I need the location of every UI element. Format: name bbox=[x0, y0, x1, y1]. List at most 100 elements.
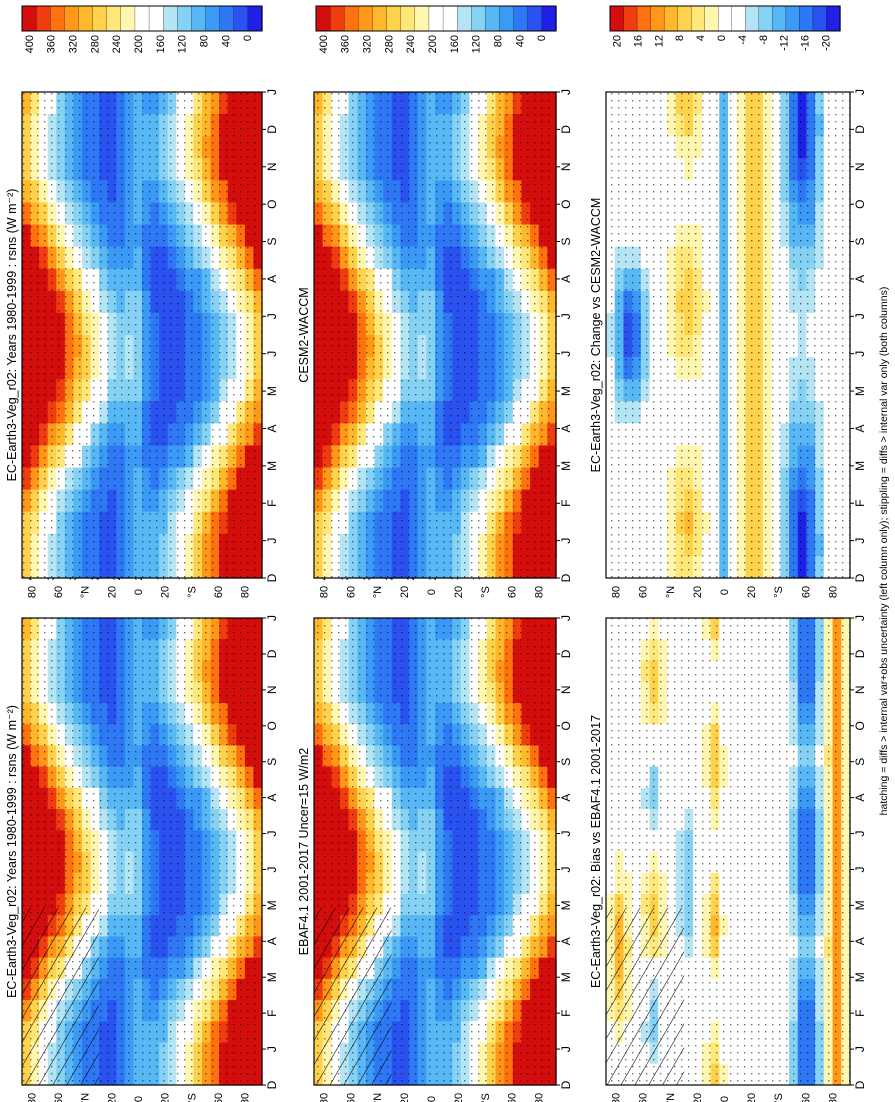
x-tick-label: A bbox=[853, 937, 867, 945]
y-tick-label: 80 bbox=[26, 586, 38, 598]
colorbar-label: 8 bbox=[674, 35, 686, 41]
colorbar-swatch bbox=[731, 5, 746, 32]
colorbar-swatch bbox=[358, 5, 374, 32]
colorbar-label: 320 bbox=[362, 35, 374, 53]
x-tick-label: J bbox=[265, 313, 279, 319]
colorbar-label: 40 bbox=[514, 35, 526, 47]
x-tick-label: A bbox=[559, 275, 573, 283]
colorbar-swatch bbox=[205, 5, 221, 32]
x-tick-label: J bbox=[559, 615, 573, 621]
colorbar-swatch bbox=[163, 5, 178, 32]
y-tick-label: 20 bbox=[399, 586, 411, 598]
colorbar-swatch bbox=[745, 5, 760, 32]
y-tick-label: 60 bbox=[345, 586, 357, 598]
colorbar-swatch bbox=[650, 5, 665, 32]
panel-title: EBAF4.1 2001-2017 Uncer=15 W/m2 bbox=[297, 748, 311, 955]
x-tick-label: J bbox=[853, 615, 867, 621]
x-tick-label: F bbox=[265, 500, 279, 507]
y-tick-label: 20 bbox=[106, 1093, 118, 1102]
colorbar-swatch bbox=[106, 5, 122, 32]
plot-frame bbox=[313, 91, 557, 579]
x-tick-label: J bbox=[559, 831, 573, 837]
x-tick-label: S bbox=[559, 238, 573, 246]
x-tick-label: S bbox=[265, 758, 279, 766]
y-tick-label: 0 bbox=[133, 1096, 145, 1102]
y-tick-label: 80 bbox=[611, 1093, 623, 1102]
stippling bbox=[22, 92, 262, 578]
x-tick-label: J bbox=[559, 313, 573, 319]
x-tick-label: O bbox=[559, 199, 573, 208]
y-tick-label: 20 bbox=[399, 1093, 411, 1102]
y-tick-label: 60 bbox=[507, 1093, 519, 1102]
colorbar-swatch bbox=[799, 5, 814, 32]
x-tick-label: A bbox=[265, 937, 279, 945]
y-tick-label: °S bbox=[773, 1093, 785, 1102]
x-tick-label: F bbox=[265, 1009, 279, 1016]
y-tick-label: 20 bbox=[160, 1093, 172, 1102]
colorbar-swatch bbox=[513, 5, 529, 32]
colorbar-label: 120 bbox=[471, 35, 483, 53]
y-tick-label: 20 bbox=[453, 586, 465, 598]
colorbar-swatch bbox=[485, 5, 501, 32]
colorbar-swatch bbox=[177, 5, 193, 32]
panel-title: EC-Earth3-Veg_r02: Years 1980-1999 : rsn… bbox=[5, 705, 19, 998]
plot-frame bbox=[313, 617, 557, 1086]
colorbar-swatch bbox=[636, 5, 652, 32]
y-tick-label: 80 bbox=[318, 586, 330, 598]
colorbar-swatch bbox=[148, 5, 164, 32]
colorbar-swatch bbox=[471, 5, 487, 32]
colorbar-swatch bbox=[329, 5, 345, 32]
y-tick-label: 60 bbox=[213, 586, 225, 598]
y-tick-label: °N bbox=[372, 586, 384, 598]
colorbar-swatch bbox=[691, 5, 706, 32]
x-tick-label: J bbox=[265, 615, 279, 621]
y-tick-label: °S bbox=[480, 1093, 492, 1102]
x-tick-label: J bbox=[853, 89, 867, 95]
panel-title: EC-Earth3-Veg_r02: Years 1980-1999 : rsn… bbox=[5, 189, 19, 482]
x-tick-label: M bbox=[265, 461, 279, 471]
x-tick-label: M bbox=[559, 386, 573, 396]
hatching bbox=[314, 907, 392, 1085]
colorbar-swatch bbox=[92, 5, 108, 32]
x-tick-label: A bbox=[559, 794, 573, 802]
x-tick-label: M bbox=[265, 972, 279, 982]
y-tick-label: 0 bbox=[719, 589, 731, 595]
x-tick-label: O bbox=[265, 721, 279, 730]
y-tick-label: 80 bbox=[827, 1093, 839, 1102]
x-tick-label: O bbox=[559, 721, 573, 730]
colorbar-label: 20 bbox=[611, 35, 623, 47]
x-tick-label: F bbox=[559, 500, 573, 507]
colorbar: 20 16 12 8 4 0 -4 -8 -12 -16 -20 bbox=[609, 5, 841, 51]
x-tick-label: O bbox=[853, 199, 867, 208]
x-tick-label: A bbox=[853, 275, 867, 283]
colorbar-swatch bbox=[35, 5, 51, 32]
colorbar-label: 400 bbox=[318, 35, 330, 53]
colorbar-label: 240 bbox=[405, 35, 417, 53]
hatching bbox=[606, 907, 685, 1085]
x-tick-label: D bbox=[853, 649, 867, 658]
y-tick-label: °N bbox=[80, 586, 92, 598]
colorbar-swatch bbox=[718, 5, 733, 32]
y-tick-label: 80 bbox=[240, 1093, 252, 1102]
x-tick-label: N bbox=[265, 686, 279, 695]
y-tick-label: 20 bbox=[160, 586, 172, 598]
colorbar-swatch bbox=[64, 5, 80, 32]
y-tick-label: 80 bbox=[827, 586, 839, 598]
x-tick-label: O bbox=[265, 199, 279, 208]
y-tick-label: 60 bbox=[345, 1093, 357, 1102]
x-tick-label: M bbox=[853, 972, 867, 982]
x-tick-label: D bbox=[559, 649, 573, 658]
panel-title: EC-Earth3-Veg_r02: Change vs CESM2-WACCM bbox=[589, 198, 603, 473]
colorbar-swatch bbox=[120, 5, 136, 32]
y-tick-label: 20 bbox=[106, 586, 118, 598]
y-tick-label: 20 bbox=[746, 1093, 758, 1102]
colorbar-swatch bbox=[21, 5, 37, 32]
colorbar-label: 160 bbox=[449, 35, 461, 53]
y-tick-label: 80 bbox=[240, 586, 252, 598]
y-tick-label: °S bbox=[186, 586, 198, 598]
x-tick-label: A bbox=[559, 937, 573, 945]
